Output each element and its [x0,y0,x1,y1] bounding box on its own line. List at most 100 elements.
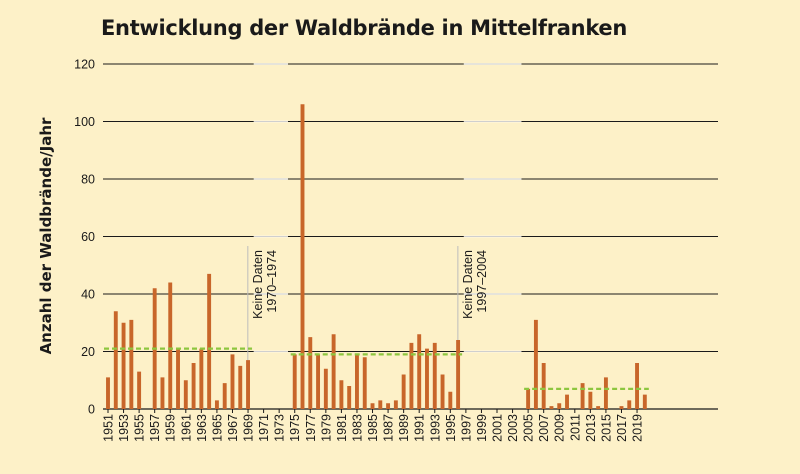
bar-2005 [526,388,531,409]
bar-1954 [129,319,134,409]
x-tick-label-2003: 2003 [506,414,520,442]
bar-1985 [370,403,375,409]
bar-1996 [456,340,461,409]
bar-1976 [300,104,305,409]
x-tick-label-1959: 1959 [164,414,178,442]
bar-2012 [580,383,585,409]
x-tick-label-1985: 1985 [366,414,380,442]
bar-1953 [121,322,126,409]
y-tick-label-80: 80 [81,173,95,187]
x-tick-label-1965: 1965 [210,414,224,442]
bar-1977 [308,337,313,409]
bar-1964 [207,273,212,409]
bar-1992 [425,348,429,409]
x-tick-label-1967: 1967 [226,414,240,442]
bar-1981 [339,380,344,409]
bar-1982 [347,386,352,409]
bar-1993 [432,342,437,409]
bar-1991 [417,334,422,409]
y-tick-label-40: 40 [81,288,95,302]
bar-1967 [230,354,235,409]
x-tick-label-2015: 2015 [599,414,613,442]
bar-2013 [588,391,593,409]
bar-1966 [222,383,227,409]
bar-1990 [409,342,414,409]
gap-note-line2-2: 1997–2004 [475,250,489,313]
bar-1952 [113,311,118,409]
x-tick-label-2017: 2017 [615,414,629,442]
bar-1978 [316,354,321,409]
bar-1968 [238,365,243,409]
gap-note-line2-1: 1970–1974 [265,250,279,313]
bar-2006 [533,319,538,409]
bar-1979 [323,368,328,409]
bar-1963 [199,348,204,409]
y-tick-label-120: 120 [74,58,95,72]
x-tick-label-1953: 1953 [117,414,131,442]
bar-1962 [191,363,196,409]
x-tick-label-2009: 2009 [553,414,567,442]
x-tick-label-1983: 1983 [350,414,364,442]
bar-1994 [440,374,445,409]
bar-1983 [355,354,359,409]
chart-title: Entwicklung der Waldbrände in Mittelfran… [101,16,628,40]
y-tick-label-100: 100 [74,115,95,129]
x-tick-label-2007: 2007 [537,414,551,442]
x-tick-label-2011: 2011 [568,414,582,441]
x-tick-label-1989: 1989 [397,414,411,442]
x-tick-label-1971: 1971 [257,414,271,442]
x-tick-label-2001: 2001 [491,414,505,442]
bar-1995 [448,391,453,409]
bar-2019 [635,363,639,409]
bar-1960 [176,348,180,409]
x-tick-label-1993: 1993 [428,414,442,442]
x-tick-label-1963: 1963 [195,414,209,442]
x-tick-label-1995: 1995 [444,414,458,442]
x-tick-label-2019: 2019 [631,414,645,442]
bar-1951 [106,377,110,409]
bar-1987 [386,403,391,409]
bar-1986 [378,400,383,409]
y-tick-label-0: 0 [88,403,95,417]
x-tick-label-1973: 1973 [273,414,287,442]
bar-1961 [183,380,188,409]
bar-2007 [541,363,546,409]
x-tick-label-1991: 1991 [413,414,427,442]
x-tick-label-1961: 1961 [179,414,193,442]
bar-2018 [627,400,632,409]
bar-1984 [362,357,367,409]
bar-1975 [292,354,297,409]
bar-2010 [565,394,569,409]
x-tick-label-1979: 1979 [319,414,333,442]
gap-note-line1-2: Keine Daten [461,250,475,319]
x-tick-label-2013: 2013 [584,414,598,442]
bar-1989 [401,374,406,409]
x-tick-label-1999: 1999 [475,414,489,442]
bar-1965 [214,400,219,409]
y-axis-label: Anzahl der Waldbrände/Jahr [37,117,55,354]
x-tick-label-1951: 1951 [102,414,116,442]
x-tick-label-1969: 1969 [242,414,256,442]
bar-2015 [603,377,608,409]
x-tick-label-2005: 2005 [522,414,536,442]
x-tick-label-1957: 1957 [148,414,162,442]
gap-note-line1-1: Keine Daten [251,250,265,319]
x-tick-label-1987: 1987 [382,414,396,442]
bar-1988 [393,400,398,409]
bar-1980 [331,334,336,409]
bar-2020 [642,394,647,409]
bar-2009 [557,403,562,409]
x-tick-label-1981: 1981 [335,414,349,442]
bar-1959 [168,282,173,409]
bar-1955 [137,371,142,409]
x-tick-label-1975: 1975 [288,414,302,442]
bar-2017 [619,406,624,409]
y-tick-label-20: 20 [81,345,95,359]
x-tick-label-1997: 1997 [459,414,473,442]
bar-2014 [596,406,601,409]
x-tick-label-1977: 1977 [304,414,318,442]
bar-1958 [160,377,165,409]
y-tick-label-60: 60 [81,230,95,244]
